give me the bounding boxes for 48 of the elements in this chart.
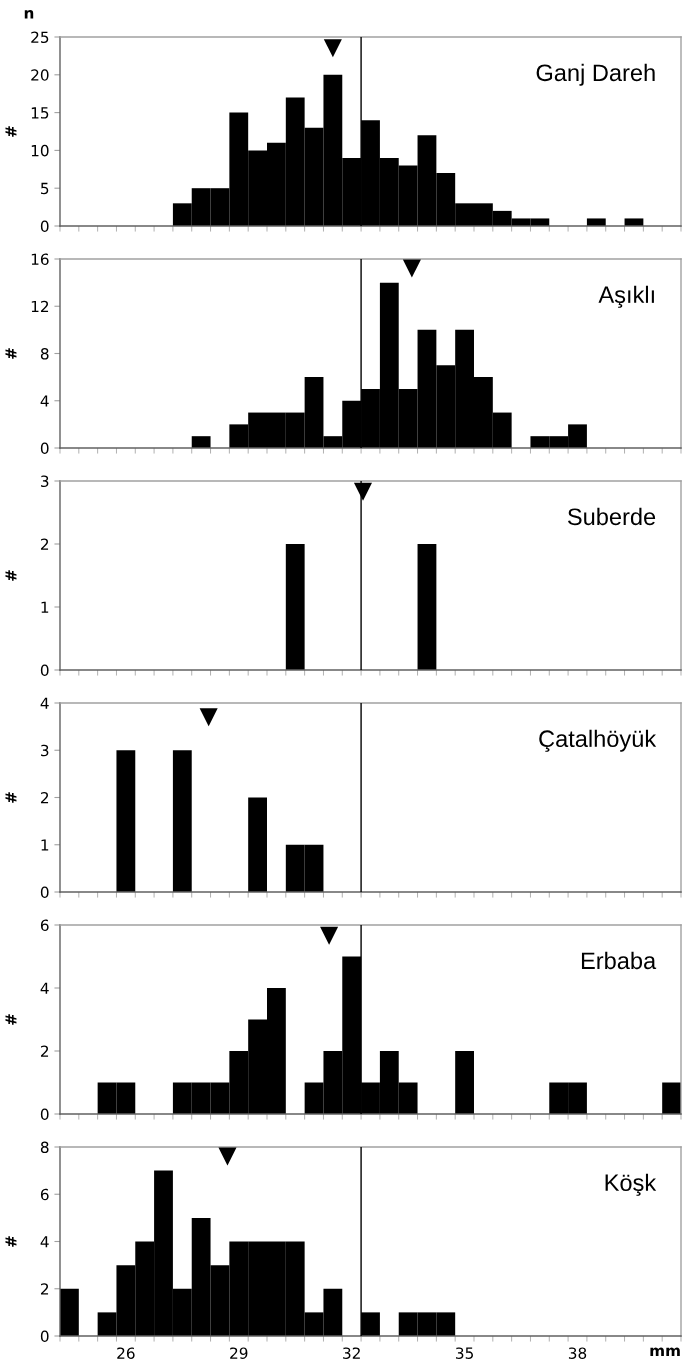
y-tick-label: 0	[40, 442, 49, 455]
text: Köşk	[605, 1173, 657, 1196]
y-tick-label: 0	[40, 1108, 49, 1121]
text: n	[24, 9, 34, 19]
text: Ganj Dareh	[536, 63, 655, 86]
x-axis-title: mm	[650, 1347, 680, 1357]
y-tick-label: 6	[40, 1188, 49, 1201]
y-axis-title: #	[5, 348, 17, 359]
x-tick-label: 26	[117, 1347, 135, 1359]
y-axis-title: #	[5, 1236, 17, 1247]
text: Erbaba	[581, 951, 657, 970]
y-tick-label: 1	[41, 839, 49, 851]
y-tick-label: 2	[40, 1045, 49, 1057]
y-axis-title: #	[5, 126, 17, 137]
x-tick-label: 32	[343, 1347, 360, 1359]
text: Aşıklı	[598, 285, 654, 308]
x-tick-label: 38	[568, 1347, 587, 1359]
y-tick-label: 4	[40, 395, 49, 407]
y-axis-title: #	[5, 792, 17, 803]
y-axis-title: #	[5, 1014, 17, 1025]
y-tick-label: 4	[40, 1236, 49, 1248]
y-tick-label: 10	[31, 144, 49, 157]
y-tick-label: 3	[41, 475, 49, 488]
y-tick-label: 20	[31, 69, 49, 81]
y-tick-label: 0	[40, 1330, 49, 1343]
y-axis-title: #	[5, 570, 17, 581]
y-tick-label: 5	[41, 182, 49, 195]
text: Çatalhöyük	[539, 729, 657, 752]
x-tick-label: 29	[230, 1347, 248, 1359]
y-tick-label: 25	[31, 31, 49, 44]
y-tick-label: 8	[40, 1141, 49, 1154]
y-tick-label: 3	[41, 744, 49, 757]
y-tick-label: 0	[40, 220, 49, 233]
text: Suberde	[567, 507, 656, 526]
y-tick-label: 6	[40, 919, 49, 932]
y-tick-label: 16	[31, 253, 49, 266]
y-tick-label: 4	[40, 697, 49, 709]
x-tick-label: 35	[456, 1347, 473, 1359]
y-tick-label: 15	[31, 107, 49, 119]
y-tick-label: 2	[40, 1283, 49, 1295]
y-tick-label: 2	[40, 538, 49, 550]
y-tick-label: 0	[40, 886, 49, 899]
y-tick-label: 12	[31, 300, 49, 313]
y-tick-label: 0	[40, 664, 49, 677]
y-tick-label: 4	[40, 982, 49, 994]
y-tick-label: 8	[40, 347, 49, 360]
y-tick-label: 1	[41, 601, 49, 613]
y-tick-label: 2	[40, 791, 49, 804]
